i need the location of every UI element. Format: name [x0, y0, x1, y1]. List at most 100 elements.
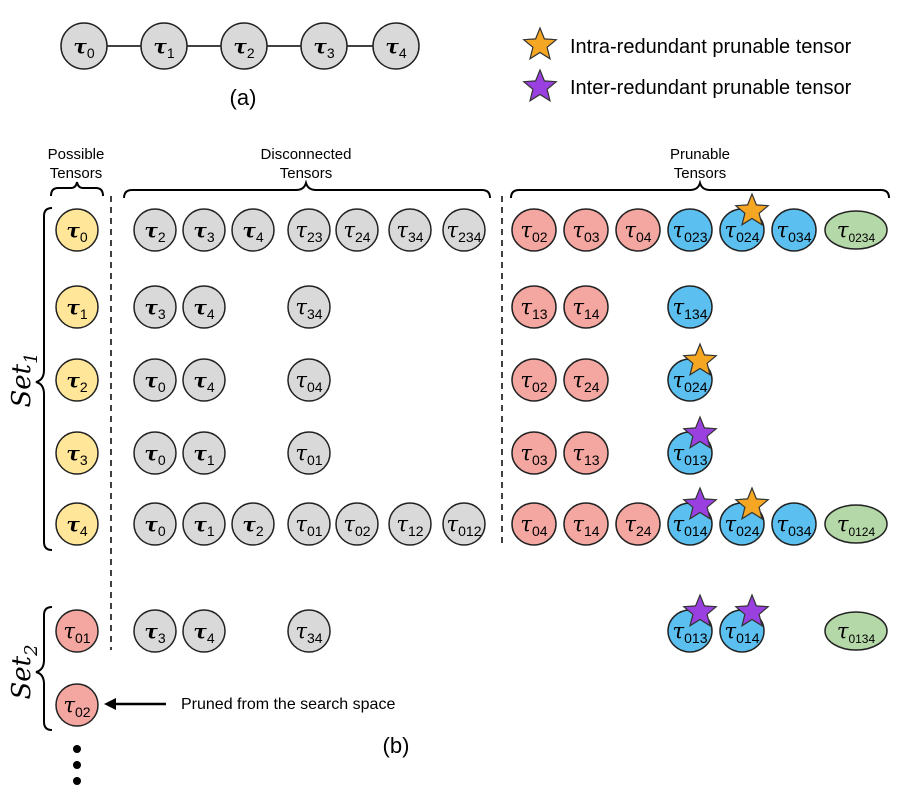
node-label: τ134	[673, 295, 708, 322]
node-shape	[182, 208, 226, 252]
subscript: 02	[532, 229, 548, 245]
prunable-tensor-03: τ03	[563, 208, 609, 252]
node-shape	[287, 208, 331, 252]
node-label: τ0	[66, 218, 87, 245]
disconnected-tensor-04: τ04	[287, 358, 331, 402]
disconnected-tensor-2: τ2	[133, 208, 177, 252]
node-label: τ14	[572, 512, 599, 539]
tau-symbol: τ	[520, 368, 532, 392]
prunable-tensor-034: τ034	[771, 208, 817, 252]
node-label: τ2	[66, 368, 87, 395]
disconnected-tensor-3: τ3	[182, 208, 226, 252]
subscript: 1	[80, 306, 88, 322]
subscript: 3	[158, 630, 166, 646]
prunable-header-line2: Tensors	[674, 165, 727, 182]
subscript: 04	[307, 379, 323, 395]
node-label: τ12	[396, 512, 423, 539]
subscript: 01	[307, 523, 323, 539]
disconnected-tensor-01: τ01	[287, 502, 331, 546]
node-label: τ1	[66, 295, 87, 322]
node-label: τ024	[725, 218, 760, 245]
disconnected-tensor-0: τ0	[133, 502, 177, 546]
node-shape	[335, 502, 379, 546]
possible-tensor-01: τ01	[55, 609, 99, 653]
node-shape	[133, 208, 177, 252]
node-label: τ01	[295, 441, 322, 468]
node-shape	[55, 358, 99, 402]
possible-brace	[50, 181, 104, 197]
node-shape	[511, 431, 557, 475]
node-label: τ01	[295, 512, 322, 539]
grid-row-5: τ01 τ3 τ4 τ34 τ013 τ014 τ0134	[55, 593, 888, 653]
node-shape	[771, 502, 817, 546]
prunable-tensor-13: τ13	[563, 431, 609, 475]
node-shape	[563, 431, 609, 475]
node-label: τ0124	[837, 512, 876, 539]
node-label: τ013	[673, 441, 708, 468]
node-label: τ234	[447, 218, 482, 245]
disconnected-header-line1: Disconnected	[261, 146, 352, 163]
subscript: 2	[80, 379, 88, 395]
header-braces	[50, 179, 890, 199]
disconnected-tensor-24: τ24	[335, 208, 379, 252]
disconnected-tensor-01: τ01	[287, 431, 331, 475]
node-shape	[133, 431, 177, 475]
subscript: 34	[307, 306, 323, 322]
node-shape	[287, 358, 331, 402]
subscript: 13	[584, 452, 600, 468]
node-label: τ014	[725, 619, 760, 646]
node-shape	[182, 285, 226, 329]
tau-symbol: τ	[837, 619, 849, 643]
subscript: 23	[307, 229, 323, 245]
subscript: 03	[584, 229, 600, 245]
node-shape	[667, 208, 713, 252]
node-label: τ1	[193, 441, 214, 468]
subscript: 02	[355, 523, 371, 539]
subscript: 13	[532, 306, 548, 322]
node-shape	[55, 431, 99, 475]
disconnected-tensor-4: τ4	[182, 609, 226, 653]
subscript: 024	[684, 379, 708, 395]
node-shape	[667, 285, 713, 329]
node-shape	[55, 502, 99, 546]
subscript: 024	[736, 523, 760, 539]
node-shape	[140, 22, 188, 70]
tau-symbol: τ	[572, 512, 584, 536]
subscript: 3	[327, 45, 335, 61]
tau-symbol: τ	[777, 218, 789, 242]
subscript: 4	[399, 45, 407, 61]
node-label: τ3	[144, 295, 165, 322]
tau-symbol: τ	[343, 218, 355, 242]
node-label: τ2	[144, 218, 165, 245]
chain-node-1: τ1	[140, 22, 188, 70]
node-shape	[511, 358, 557, 402]
tau-symbol: τ	[725, 512, 737, 536]
tau-symbol: τ	[396, 512, 408, 536]
node-label: τ24	[572, 368, 599, 395]
node-shape	[824, 504, 888, 544]
node-shape	[133, 285, 177, 329]
possible-tensor-3: τ3	[55, 431, 99, 475]
subscript: 014	[736, 630, 760, 646]
node-shape	[182, 502, 226, 546]
disconnected-tensor-234: τ234	[442, 208, 486, 252]
node-shape	[563, 358, 609, 402]
possible-tensor-0: τ0	[55, 208, 99, 252]
grid-row-1: τ1 τ3 τ4 τ34 τ13 τ14 τ134	[55, 285, 713, 329]
tau-symbol: τ	[295, 368, 307, 392]
tau-symbol: τ	[73, 34, 87, 58]
node-shape	[442, 502, 486, 546]
tau-symbol: τ	[66, 441, 80, 465]
node-shape	[511, 502, 557, 546]
tau-symbol: τ	[66, 218, 80, 242]
prunable-tensor-14: τ14	[563, 285, 609, 329]
node-shape	[220, 22, 268, 70]
node-shape	[182, 431, 226, 475]
disconnected-tensor-4: τ4	[182, 358, 226, 402]
node-label: τ3	[144, 619, 165, 646]
inter-star-icon	[682, 486, 718, 521]
subscript: 013	[684, 630, 708, 646]
node-label: τ02	[63, 693, 90, 720]
subscript: 1	[207, 452, 215, 468]
disconnected-tensor-34: τ34	[388, 208, 432, 252]
